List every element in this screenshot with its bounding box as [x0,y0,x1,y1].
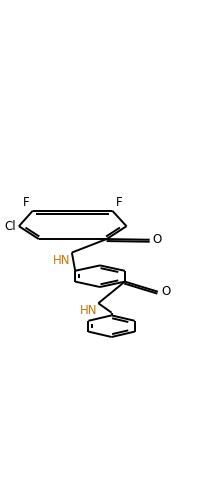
Text: O: O [153,233,162,246]
Text: O: O [161,285,170,298]
Text: HN: HN [80,304,97,317]
Text: F: F [116,196,122,209]
Text: F: F [23,196,29,209]
Text: HN: HN [53,253,71,267]
Text: Cl: Cl [4,220,16,233]
